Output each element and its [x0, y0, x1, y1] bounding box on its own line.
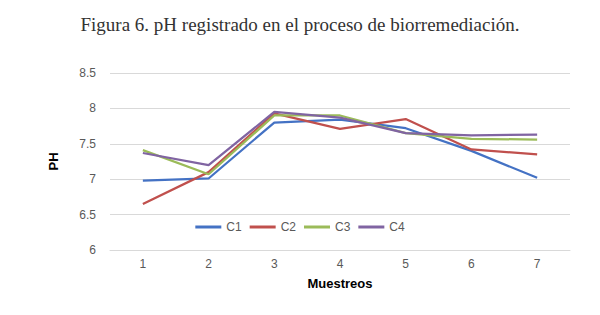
svg-text:5: 5 — [402, 257, 409, 271]
svg-text:8: 8 — [89, 101, 96, 115]
svg-text:7: 7 — [534, 257, 541, 271]
svg-text:6.5: 6.5 — [79, 208, 96, 222]
svg-text:Muestreos: Muestreos — [307, 276, 372, 291]
svg-text:8.5: 8.5 — [79, 66, 96, 80]
svg-text:4: 4 — [337, 257, 344, 271]
svg-text:PH: PH — [46, 152, 61, 170]
svg-text:Figura 6. pH registrado en el: Figura 6. pH registrado en el proceso de… — [81, 14, 520, 35]
svg-text:2: 2 — [205, 257, 212, 271]
svg-text:C3: C3 — [335, 220, 351, 234]
svg-text:C4: C4 — [389, 220, 405, 234]
svg-text:7: 7 — [89, 172, 96, 186]
svg-text:3: 3 — [271, 257, 278, 271]
svg-text:C1: C1 — [226, 220, 242, 234]
svg-text:1: 1 — [140, 257, 147, 271]
svg-text:C2: C2 — [281, 220, 297, 234]
svg-text:6: 6 — [89, 243, 96, 257]
svg-text:6: 6 — [468, 257, 475, 271]
svg-text:7.5: 7.5 — [79, 137, 96, 151]
